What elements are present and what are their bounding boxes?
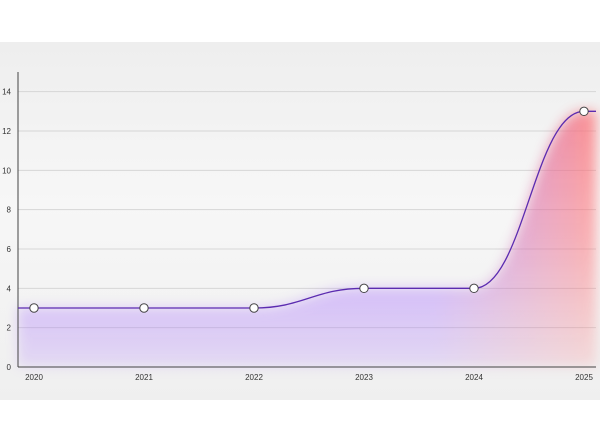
y-tick-label: 6 <box>7 245 12 254</box>
data-point <box>469 283 479 294</box>
tick-labels: 0 2 4 6 8 10 12 14 2020 2021 2022 2023 2024 2025 <box>2 88 593 382</box>
area-fill <box>18 111 596 367</box>
data-point <box>29 303 39 313</box>
area-fill-shape <box>18 111 596 367</box>
data-point <box>249 303 259 313</box>
x-tick-label: 2025 <box>575 373 593 382</box>
data-point <box>359 283 369 294</box>
data-points <box>29 106 589 313</box>
y-tick-label: 2 <box>7 324 12 333</box>
series-line <box>18 110 596 309</box>
x-tick-label: 2020 <box>25 373 43 382</box>
x-tick-label: 2024 <box>465 373 483 382</box>
y-tick-label: 10 <box>2 166 11 175</box>
y-tick-label: 14 <box>2 88 11 97</box>
x-tick-label: 2023 <box>355 373 373 382</box>
data-point <box>139 303 149 313</box>
y-tick-label: 12 <box>2 127 11 136</box>
y-tick-label: 0 <box>7 363 12 372</box>
data-point <box>579 106 589 117</box>
x-tick-label: 2021 <box>135 373 153 382</box>
y-tick-label: 8 <box>7 206 12 215</box>
y-tick-label: 4 <box>7 284 12 293</box>
x-tick-label: 2022 <box>245 373 263 382</box>
area-fill-group <box>18 111 596 367</box>
axes <box>17 72 596 368</box>
series-line-path <box>18 110 596 309</box>
